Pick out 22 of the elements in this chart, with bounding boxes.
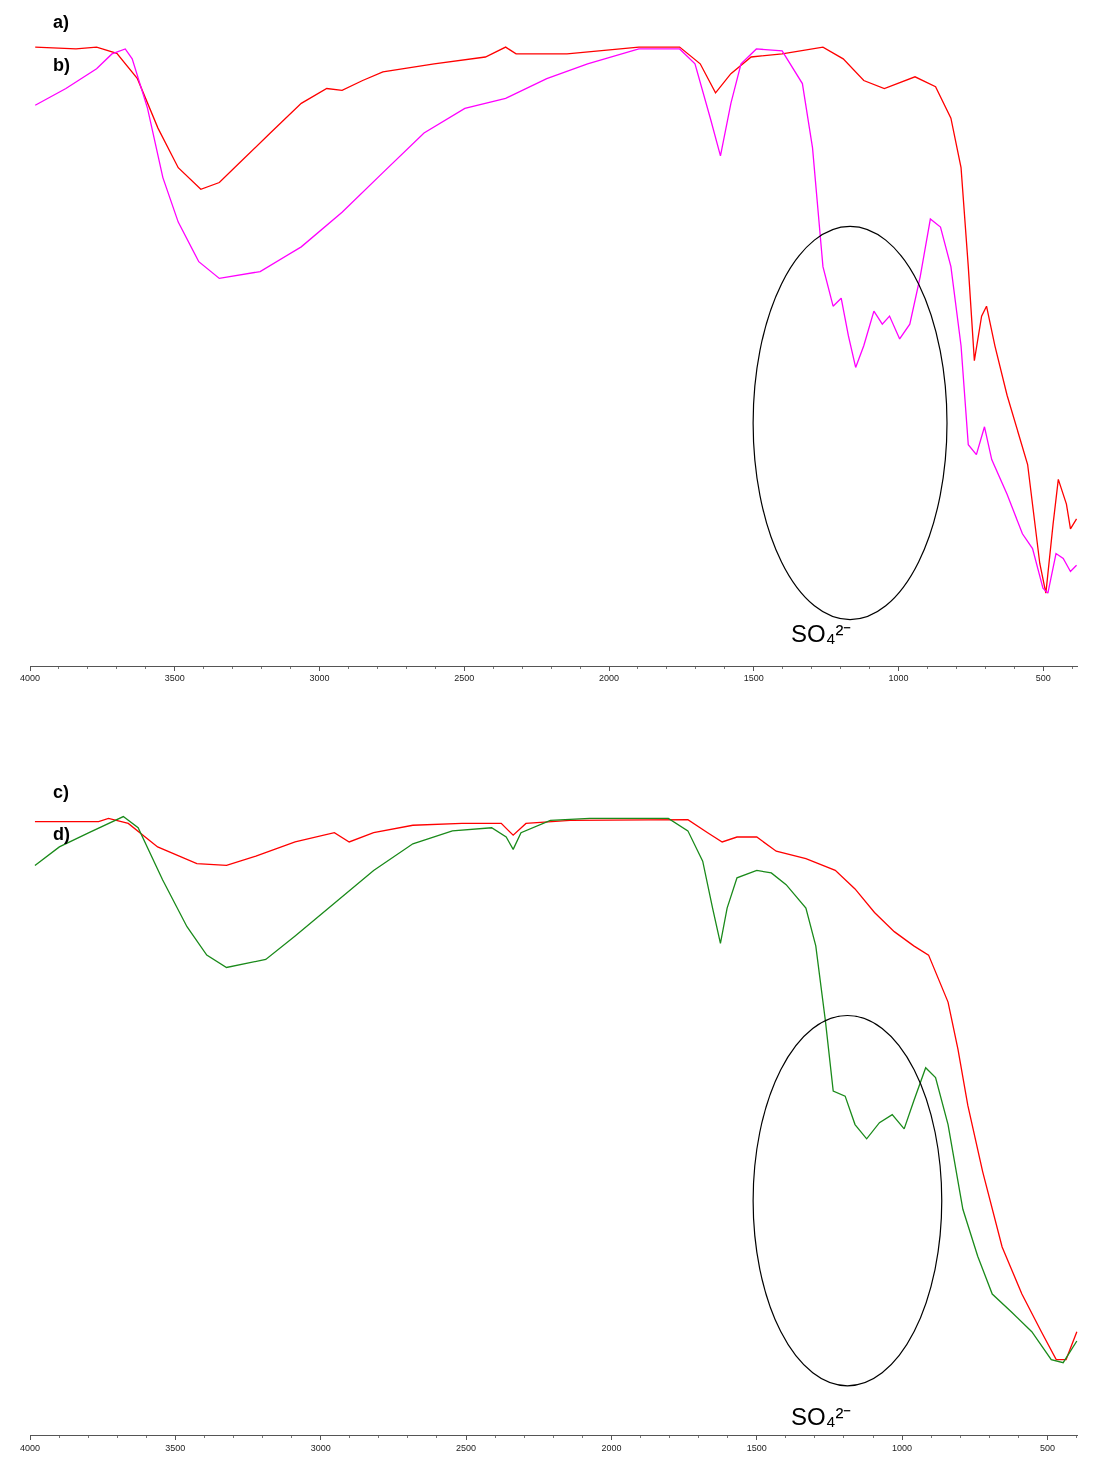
x-tick-label: 500 xyxy=(1035,673,1051,684)
annotation: b) xyxy=(53,55,70,75)
x-tick-label: 4000 xyxy=(19,673,41,684)
x-tick-label: 2500 xyxy=(456,1442,477,1453)
x-tick-label: 2500 xyxy=(454,673,475,684)
x-tick-label: 3000 xyxy=(310,1442,331,1453)
annotation: d) xyxy=(53,824,70,844)
annotation: SO₄²⁻ xyxy=(791,1403,852,1430)
annotation: SO₄²⁻ xyxy=(791,620,852,647)
x-tick-label: 1000 xyxy=(888,673,909,684)
x-tick-label: 4000 xyxy=(19,1442,41,1453)
x-tick-label: 2000 xyxy=(598,673,620,684)
x-tick-label: 1000 xyxy=(892,1442,913,1453)
x-tick-label: 3500 xyxy=(165,1442,186,1453)
text: c) xyxy=(53,782,70,802)
x-tick-label: 1500 xyxy=(746,1442,767,1453)
x-tick-label: 1500 xyxy=(743,673,764,684)
x-tick-label: 2000 xyxy=(601,1442,622,1453)
x-tick-label: 3500 xyxy=(164,673,185,684)
text: a) xyxy=(53,12,70,32)
x-tick-label: 3000 xyxy=(309,673,330,684)
x-tick-label: 500 xyxy=(1039,1442,1055,1453)
